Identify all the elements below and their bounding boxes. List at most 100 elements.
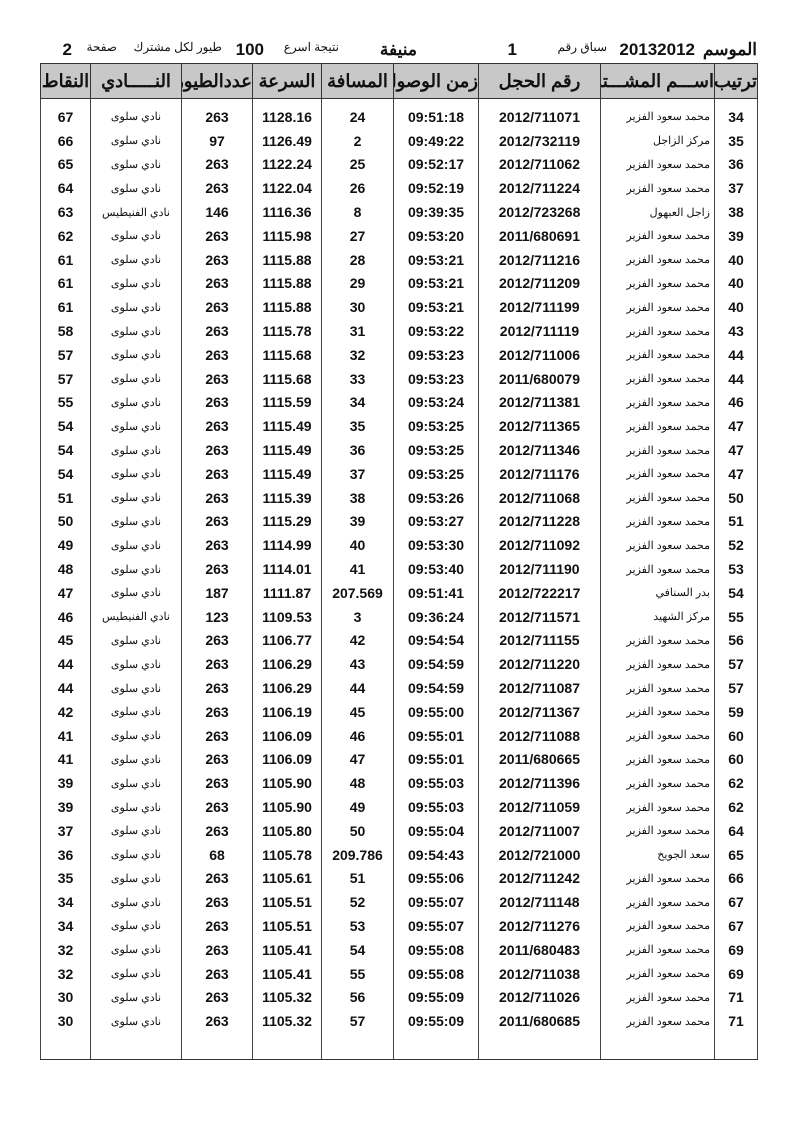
rank-cell: 40 [714, 295, 758, 320]
bird-count-cell: 263 [181, 342, 253, 367]
participant-name-cell: محمد سعود الفزير [600, 98, 715, 129]
speed-cell: 1122.04 [252, 176, 322, 201]
distance-cell: 44 [321, 676, 394, 700]
points-cell: 49 [40, 533, 91, 558]
distance-cell: 26 [321, 176, 394, 201]
club-cell: نادي الفنيطيس [90, 200, 182, 224]
arrival-time-cell: 09:51:41 [393, 580, 479, 605]
participant-name-cell: محمد سعود الفزير [600, 699, 715, 724]
ring-number-cell: 2012/711381 [478, 390, 601, 415]
rank-cell: 59 [714, 699, 758, 724]
club-cell: نادي سلوى [90, 342, 182, 367]
club-cell: نادي سلوى [90, 842, 182, 867]
rank-cell: 53 [714, 557, 758, 581]
page-number: 2 [62, 40, 72, 59]
arrival-time-cell: 09:39:35 [393, 200, 479, 224]
table-row: 40 محمد سعود الفزير 2012/711216 09:53:21 28 1… [40, 247, 758, 272]
club-cell: نادي سلوى [90, 461, 182, 486]
arrival-time-cell: 09:55:03 [393, 771, 479, 796]
bird-count-cell: 263 [181, 771, 253, 796]
points-cell: 64 [40, 176, 91, 201]
column-header-distance: المسافة [321, 63, 394, 99]
ring-number-cell: 2012/711190 [478, 557, 601, 581]
bird-count-cell: 263 [181, 961, 253, 986]
distance-cell: 27 [321, 223, 394, 248]
column-header-club: النـــــادي [90, 63, 182, 99]
table-row: 60 محمد سعود الفزير 2012/711088 09:55:01 46 1… [40, 723, 758, 748]
table-row: 44 محمد سعود الفزير 2012/711006 09:53:23 32 1… [40, 342, 758, 367]
rank-cell: 55 [714, 604, 758, 629]
rank-cell: 71 [714, 1009, 758, 1034]
points-cell: 62 [40, 223, 91, 248]
race-label: سباق رقم [557, 40, 608, 54]
club-cell: نادي سلوى [90, 985, 182, 1010]
points-cell: 45 [40, 628, 91, 653]
rank-cell: 43 [714, 319, 758, 343]
distance-cell: 36 [321, 438, 394, 462]
points-cell: 57 [40, 342, 91, 367]
arrival-time-cell: 09:54:59 [393, 652, 479, 677]
rank-cell: 44 [714, 342, 758, 367]
ring-number-cell: 2012/711007 [478, 818, 601, 843]
distance-cell: 25 [321, 152, 394, 177]
participant-name-cell: محمد سعود الفزير [600, 818, 715, 843]
bird-count-cell: 263 [181, 152, 253, 177]
rank-cell: 62 [714, 771, 758, 796]
ring-number-cell: 2012/711367 [478, 699, 601, 724]
empty-cell [90, 1033, 182, 1061]
speed-cell: 1115.88 [252, 271, 322, 296]
participant-name-cell: محمد سعود الفزير [600, 890, 715, 915]
column-header-points: النقاط [40, 63, 91, 99]
participant-name-cell: مركز الشهيد [600, 604, 715, 629]
speed-cell: 1115.68 [252, 342, 322, 367]
table-row: 37 محمد سعود الفزير 2012/711224 09:52:19 26 1… [40, 176, 758, 201]
speed-cell: 1115.49 [252, 461, 322, 486]
points-cell: 32 [40, 937, 91, 962]
arrival-time-cell: 09:55:09 [393, 1009, 479, 1034]
bird-count-cell: 263 [181, 438, 253, 462]
participant-name-cell: محمد سعود الفزير [600, 366, 715, 391]
participant-name-cell: محمد سعود الفزير [600, 914, 715, 938]
points-cell: 37 [40, 818, 91, 843]
arrival-time-cell: 09:53:23 [393, 342, 479, 367]
arrival-time-cell: 09:53:23 [393, 366, 479, 391]
speed-cell: 1114.01 [252, 557, 322, 581]
ring-number-cell: 2012/711209 [478, 271, 601, 296]
race-number: 1 [507, 40, 517, 59]
table-row: 52 محمد سعود الفزير 2012/711092 09:53:30 40 1… [40, 533, 758, 558]
participant-name-cell: محمد سعود الفزير [600, 1009, 715, 1034]
table-row: 71 محمد سعود الفزير 2012/711026 09:55:09 56 1… [40, 985, 758, 1010]
rank-cell: 39 [714, 223, 758, 248]
ring-number-cell: 2012/732119 [478, 128, 601, 153]
speed-cell: 1105.78 [252, 842, 322, 867]
table-row: 69 محمد سعود الفزير 2012/711038 09:55:08 55 1… [40, 961, 758, 986]
empty-cell [600, 1033, 715, 1061]
ring-number-cell: 2012/711176 [478, 461, 601, 486]
distance-cell: 46 [321, 723, 394, 748]
table-row: 59 محمد سعود الفزير 2012/711367 09:55:00 45 1… [40, 699, 758, 724]
participant-name-cell: محمد سعود الفزير [600, 985, 715, 1010]
ring-number-cell: 2012/711088 [478, 723, 601, 748]
rank-cell: 44 [714, 366, 758, 391]
distance-cell: 48 [321, 771, 394, 796]
club-cell: نادي سلوى [90, 866, 182, 891]
empty-cell [714, 1033, 758, 1061]
arrival-time-cell: 09:54:54 [393, 628, 479, 653]
ring-number-cell: 2011/680665 [478, 747, 601, 772]
distance-cell: 38 [321, 485, 394, 510]
bird-count-cell: 263 [181, 366, 253, 391]
rank-cell: 47 [714, 461, 758, 486]
points-cell: 30 [40, 985, 91, 1010]
ring-number-cell: 2012/711216 [478, 247, 601, 272]
participant-name-cell: محمد سعود الفزير [600, 937, 715, 962]
distance-cell: 55 [321, 961, 394, 986]
ring-number-cell: 2012/711006 [478, 342, 601, 367]
arrival-time-cell: 09:52:17 [393, 152, 479, 177]
ring-number-cell: 2012/711068 [478, 485, 601, 510]
speed-cell: 1105.51 [252, 914, 322, 938]
participant-name-cell: محمد سعود الفزير [600, 866, 715, 891]
club-cell: نادي سلوى [90, 176, 182, 201]
bird-count-cell: 263 [181, 295, 253, 320]
speed-cell: 1115.49 [252, 438, 322, 462]
